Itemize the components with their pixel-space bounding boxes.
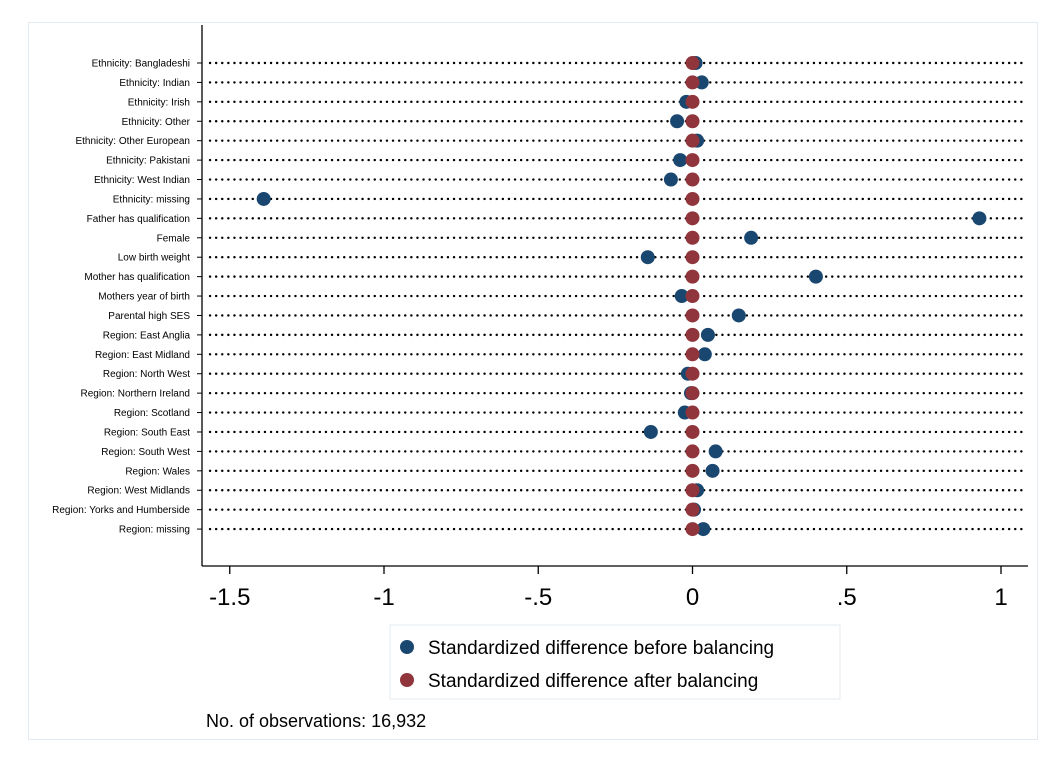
category-label: Region: missing (119, 525, 190, 536)
point-after-balancing (685, 114, 700, 129)
point-before-balancing (700, 327, 715, 342)
point-before-balancing (708, 444, 723, 459)
category-label: Ethnicity: Other European (75, 136, 190, 147)
category-label: Low birth weight (118, 253, 190, 264)
point-before-balancing (744, 230, 759, 245)
point-after-balancing (685, 230, 700, 245)
point-after-balancing (685, 133, 700, 148)
point-after-balancing (685, 191, 700, 206)
x-tick-label: -1.5 (209, 584, 250, 611)
category-label: Ethnicity: missing (113, 194, 190, 205)
category-label: Ethnicity: West Indian (94, 175, 190, 186)
observations-note: No. of observations: 16,932 (206, 711, 427, 731)
point-after-balancing (685, 75, 700, 90)
point-before-balancing (972, 211, 987, 226)
category-label: Region: North West (103, 369, 190, 380)
point-after-balancing (685, 444, 700, 459)
point-before-balancing (705, 463, 720, 478)
point-after-balancing (685, 250, 700, 265)
legend-marker-before (400, 640, 414, 654)
point-after-balancing (685, 463, 700, 478)
point-after-balancing (685, 308, 700, 323)
point-after-balancing (685, 153, 700, 168)
category-label: Region: Wales (125, 466, 190, 477)
legend-box (389, 624, 841, 700)
category-label: Region: East Midland (95, 350, 190, 361)
x-tick-label: -1 (373, 584, 394, 611)
point-after-balancing (685, 327, 700, 342)
category-label: Ethnicity: Other (122, 117, 191, 128)
category-label: Mothers year of birth (98, 292, 190, 303)
point-before-balancing (697, 347, 712, 362)
category-label: Ethnicity: Pakistani (106, 156, 190, 167)
point-before-balancing (256, 191, 271, 206)
legend-marker-after (400, 673, 414, 687)
legend-label: Standardized difference after balancing (428, 671, 758, 692)
category-label: Region: East Anglia (103, 330, 191, 341)
point-after-balancing (685, 424, 700, 439)
point-before-balancing (643, 424, 658, 439)
x-tick-label: -.5 (524, 584, 552, 611)
point-before-balancing (670, 114, 685, 129)
category-label: Ethnicity: Indian (119, 78, 190, 89)
point-after-balancing (685, 502, 700, 517)
category-label: Region: Yorks and Humberside (52, 505, 190, 516)
category-label: Ethnicity: Irish (128, 97, 190, 108)
point-after-balancing (685, 94, 700, 109)
point-after-balancing (685, 289, 700, 304)
category-label: Region: West Midlands (87, 486, 190, 497)
x-tick-label: 1 (994, 584, 1007, 611)
category-label: Region: Northern Ireland (80, 389, 190, 400)
point-after-balancing (685, 269, 700, 284)
category-label: Region: South West (101, 447, 190, 458)
point-after-balancing (685, 366, 700, 381)
point-after-balancing (685, 172, 700, 187)
point-before-balancing (696, 522, 711, 537)
category-label: Parental high SES (108, 311, 190, 322)
point-before-balancing (663, 172, 678, 187)
category-label: Father has qualification (87, 214, 190, 225)
category-label: Region: South East (104, 427, 190, 438)
point-before-balancing (808, 269, 823, 284)
category-label: Female (157, 233, 191, 244)
point-after-balancing (685, 347, 700, 362)
point-after-balancing (685, 211, 700, 226)
point-before-balancing (640, 250, 655, 265)
point-after-balancing (685, 386, 700, 401)
point-after-balancing (685, 522, 700, 537)
x-tick-label: .5 (837, 584, 857, 611)
category-label: Mother has qualification (84, 272, 190, 283)
category-label: Ethnicity: Bangladeshi (92, 59, 190, 70)
point-after-balancing (685, 483, 700, 498)
point-before-balancing (674, 289, 689, 304)
point-after-balancing (685, 405, 700, 420)
category-label: Region: Scotland (114, 408, 190, 419)
x-tick-label: 0 (686, 584, 699, 611)
point-after-balancing (685, 56, 700, 70)
legend-label: Standardized difference before balancing (428, 638, 774, 659)
point-before-balancing (731, 308, 746, 323)
point-before-balancing (673, 153, 688, 168)
